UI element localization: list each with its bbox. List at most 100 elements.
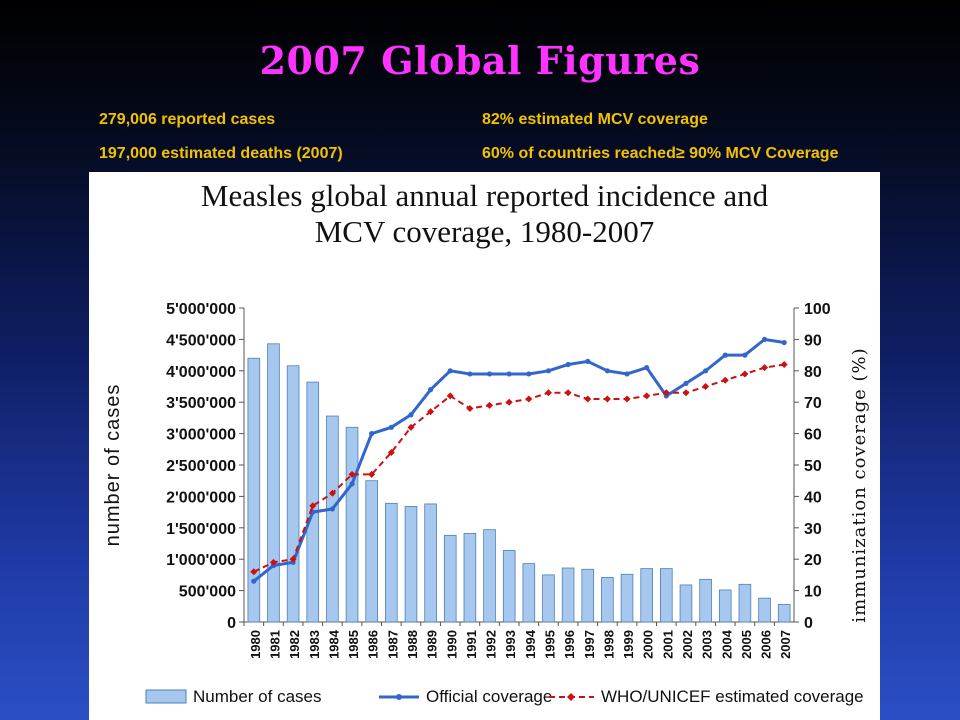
y-tick-label: 2'500'000 <box>166 458 236 475</box>
x-tick-label: 1980 <box>248 630 263 659</box>
y2-tick-label: 90 <box>804 332 822 349</box>
bar-cases <box>679 584 693 623</box>
point-who-unicef-coverage <box>643 392 651 400</box>
line-who-unicef-coverage <box>253 363 785 573</box>
x-tick-label: 1985 <box>346 630 361 659</box>
point-who-unicef-coverage <box>741 370 749 378</box>
x-tick-label: 1983 <box>307 630 322 659</box>
x-tick-label: 2004 <box>719 629 734 659</box>
point-who-unicef-coverage <box>564 389 572 397</box>
x-tick-label: 1989 <box>425 630 440 659</box>
bar-cases <box>286 365 300 623</box>
point-who-unicef-coverage <box>603 395 611 403</box>
y-tick-label: 1'000'000 <box>166 552 236 569</box>
point-who-unicef-coverage <box>780 361 788 369</box>
y2-tick-label: 70 <box>804 395 822 412</box>
point-official-coverage <box>644 365 650 371</box>
x-tick-label: 1988 <box>405 630 420 659</box>
point-who-unicef-coverage <box>702 383 710 390</box>
x-tick-label: 2002 <box>680 630 695 659</box>
point-official-coverage <box>683 380 689 386</box>
point-official-coverage <box>369 431 375 437</box>
x-tick-label: 1995 <box>542 630 557 659</box>
point-official-coverage <box>604 368 610 374</box>
y2-tick-label: 30 <box>804 521 822 538</box>
x-tick-label: 1990 <box>444 630 459 659</box>
point-who-unicef-coverage <box>348 470 356 478</box>
bar-cases <box>561 567 575 623</box>
y-tick-label: 0 <box>227 615 236 632</box>
legend-marker-official <box>396 694 402 700</box>
bar-cases <box>483 529 496 623</box>
bar-cases <box>267 343 280 623</box>
y-axis-title: number of cases <box>102 384 124 547</box>
point-official-coverage <box>447 368 453 374</box>
x-tick-label: 2007 <box>778 630 793 659</box>
x-tick-label: 1998 <box>601 630 616 659</box>
x-tick-label: 1999 <box>621 630 636 659</box>
bar-cases <box>247 357 261 623</box>
stat-reported-cases: 279,006 reported cases <box>99 111 276 128</box>
bar-cases <box>738 583 752 623</box>
bar-cases <box>385 502 398 623</box>
point-who-unicef-coverage <box>446 392 454 400</box>
x-tick-label: 1991 <box>464 630 479 659</box>
point-official-coverage <box>742 352 748 358</box>
y2-tick-label: 60 <box>804 427 822 444</box>
x-tick-label: 1986 <box>366 630 381 659</box>
point-official-coverage <box>506 371 512 377</box>
measles-chart: 0 500'000 1'000'000 1'500'000 2'000'000 2'500… <box>102 301 870 706</box>
point-who-unicef-coverage <box>525 395 533 403</box>
y2-tick-label: 50 <box>804 458 822 475</box>
x-tick-label: 1981 <box>267 630 282 659</box>
bar-cases <box>502 550 516 623</box>
y-tick-label: 2'000'000 <box>166 489 236 506</box>
bar-cases <box>404 506 418 623</box>
bar-cases <box>660 568 673 623</box>
point-official-coverage <box>329 506 335 512</box>
y-tick-label: 3'000'000 <box>166 427 236 444</box>
x-tick-label: 2000 <box>641 630 656 659</box>
y2-tick-label: 0 <box>804 615 813 632</box>
line-official-coverage <box>252 337 785 583</box>
point-official-coverage <box>486 371 493 377</box>
point-who-unicef-coverage <box>387 448 395 456</box>
y-tick-label: 500'000 <box>179 584 236 601</box>
point-official-coverage <box>428 387 434 393</box>
point-official-coverage <box>624 371 630 377</box>
x-tick-label: 1987 <box>385 630 400 659</box>
point-who-unicef-coverage <box>761 364 769 372</box>
y2-tick-label: 40 <box>804 489 822 506</box>
point-who-unicef-coverage <box>309 502 317 510</box>
bar-cases <box>777 604 791 623</box>
stat-countries-reached: 60% of countries reached≥ 90% MCV Covera… <box>482 145 839 162</box>
point-official-coverage <box>722 352 728 358</box>
y2-tick-label: 100 <box>804 301 831 318</box>
point-official-coverage <box>565 361 571 368</box>
chart-title-line-2: MCV coverage, 1980-2007 <box>314 214 655 249</box>
point-official-coverage <box>467 371 473 377</box>
point-who-unicef-coverage <box>721 376 729 384</box>
bar-cases <box>620 573 634 623</box>
point-who-unicef-coverage <box>427 408 435 416</box>
point-who-unicef-coverage <box>682 389 690 397</box>
x-tick-label: 1993 <box>503 630 518 659</box>
bar-cases <box>463 533 477 623</box>
y-tick-label: 4'000'000 <box>166 364 236 381</box>
bar-cases <box>601 577 614 623</box>
legend-marker-who <box>567 693 575 701</box>
point-official-coverage <box>388 424 394 430</box>
point-who-unicef-coverage <box>466 404 474 412</box>
bar-cases <box>522 563 536 623</box>
bar-cases <box>424 503 437 623</box>
point-official-coverage <box>526 371 532 377</box>
point-official-coverage <box>585 358 591 364</box>
point-official-coverage <box>781 339 787 346</box>
point-official-coverage <box>703 368 709 374</box>
legend-swatch-cases <box>145 689 187 704</box>
x-tick-label: 2006 <box>759 630 774 659</box>
x-tick-label: 1997 <box>582 630 597 659</box>
x-tick-label: 2001 <box>660 630 675 659</box>
point-official-coverage <box>349 481 355 487</box>
point-who-unicef-coverage <box>584 395 592 403</box>
